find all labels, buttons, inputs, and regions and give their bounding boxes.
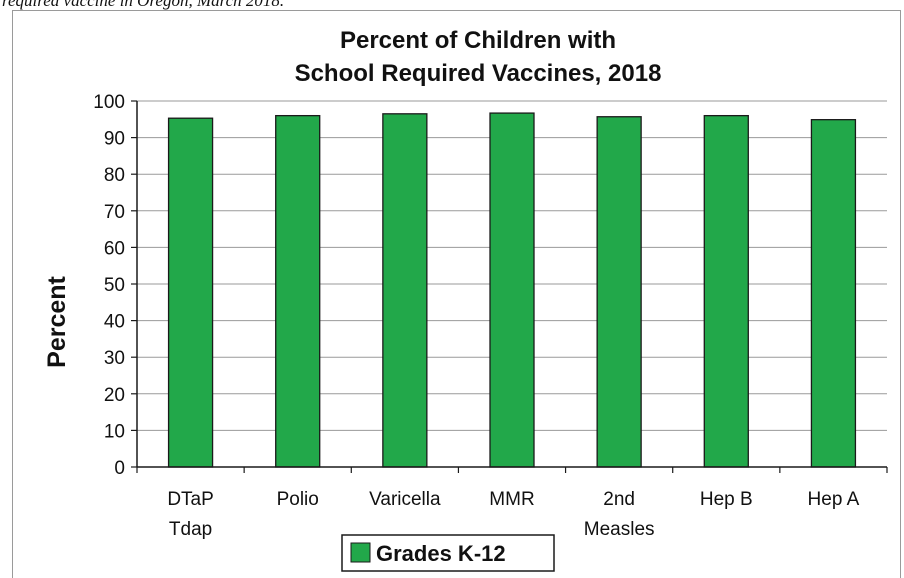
y-tick-label: 90 bbox=[104, 129, 125, 150]
figure-caption: required vaccine in Oregon, March 2018. bbox=[2, 0, 285, 10]
y-tick-label: 80 bbox=[104, 165, 125, 186]
x-tick-label: Measles bbox=[584, 519, 655, 540]
bar bbox=[810, 119, 857, 468]
legend-swatch bbox=[350, 542, 371, 563]
legend: Grades K-12 bbox=[341, 534, 555, 572]
legend-label: Grades K-12 bbox=[376, 541, 506, 566]
x-tick-label: Hep B bbox=[700, 489, 753, 510]
y-tick-label: 10 bbox=[104, 421, 125, 442]
y-tick-label: 70 bbox=[104, 202, 125, 223]
x-tick-label: Varicella bbox=[369, 489, 441, 510]
bars bbox=[167, 112, 857, 468]
x-tick-label: DTaP bbox=[167, 489, 213, 510]
y-tick-labels: 0 10 20 30 40 50 60 70 80 90 100 bbox=[93, 92, 137, 479]
bar bbox=[167, 117, 214, 468]
bar bbox=[382, 113, 428, 468]
y-tick-label: 100 bbox=[93, 92, 125, 113]
y-axis-label: Percent bbox=[43, 275, 71, 367]
y-tick-label: 60 bbox=[104, 238, 125, 259]
y-tick-label: 0 bbox=[114, 458, 125, 479]
bar bbox=[596, 116, 642, 468]
x-tick-labels: DTaP Tdap Polio Varicella MMR 2nd Measles Hep B… bbox=[167, 489, 859, 540]
chart-title-line-2: School Required Vaccines, 2018 bbox=[295, 60, 662, 87]
x-tick-label: Hep A bbox=[808, 489, 860, 510]
y-tick-label: 20 bbox=[104, 385, 125, 406]
y-tick-label: 40 bbox=[104, 312, 125, 333]
bar bbox=[489, 112, 535, 468]
bar bbox=[275, 114, 321, 468]
y-tick-label: 50 bbox=[104, 275, 125, 296]
bar bbox=[703, 114, 749, 468]
x-tick-label: Tdap bbox=[169, 519, 212, 540]
x-tick-label: MMR bbox=[489, 489, 534, 510]
legend-frame bbox=[341, 534, 555, 572]
y-tick-label: 30 bbox=[104, 348, 125, 369]
chart-frame bbox=[12, 10, 901, 578]
x-tick-label: Polio bbox=[277, 489, 319, 510]
chart-title-line-1: Percent of Children with bbox=[340, 27, 616, 54]
x-tick-label: 2nd bbox=[603, 489, 635, 510]
